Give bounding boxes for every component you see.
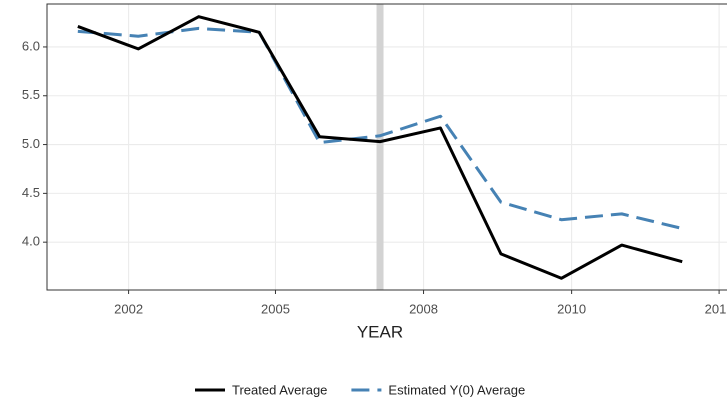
x-tick-label: 2012: [705, 301, 727, 316]
y-tick-label: 5.0: [22, 136, 40, 151]
series-line: [77, 15, 683, 280]
x-tick-label: 2005: [261, 301, 290, 316]
legend-label: Treated Average: [232, 382, 327, 397]
y-tick-label: 4.5: [22, 185, 40, 200]
panel-border: [46, 3, 727, 291]
plot-area: [77, 4, 683, 290]
grid: [47, 4, 727, 290]
y-tick-label: 6.0: [22, 38, 40, 53]
y-tick-label: 4.0: [22, 234, 40, 249]
x-tick-label: 2002: [114, 301, 143, 316]
x-tick-label: 2008: [409, 301, 438, 316]
x-axis-title: YEAR: [357, 322, 403, 341]
legend-label: Estimated Y(0) Average: [388, 382, 525, 397]
x-tick-label: 2010: [557, 301, 586, 316]
legend: Treated Average Estimated Y(0) Average: [195, 382, 525, 397]
series-line: [77, 26, 683, 230]
y-tick-label: 5.5: [22, 87, 40, 102]
